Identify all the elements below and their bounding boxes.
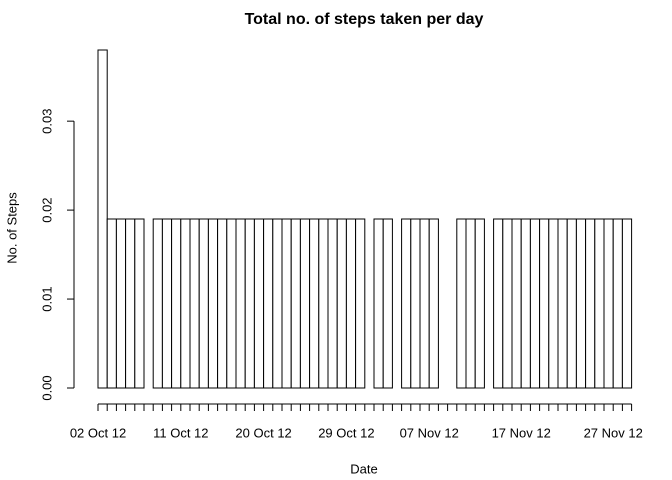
bar	[198, 218, 209, 389]
bar	[272, 218, 283, 389]
bar	[97, 49, 108, 389]
bar	[465, 218, 476, 389]
bar	[171, 218, 182, 389]
bar	[557, 218, 568, 389]
y-tick-label: 0.02	[39, 197, 54, 222]
bar	[281, 218, 292, 389]
bar	[299, 218, 311, 389]
y-tick-label: 0.03	[39, 109, 54, 134]
x-tick-label: 17 Nov 12	[492, 425, 551, 440]
bar	[566, 218, 577, 389]
bar	[401, 218, 412, 389]
bar	[290, 218, 301, 389]
bar	[152, 218, 163, 389]
bar	[428, 218, 439, 389]
bar	[502, 218, 513, 389]
y-axis-label: No. of Steps	[4, 192, 19, 264]
x-tick-label: 27 Nov 12	[584, 425, 643, 440]
bar	[226, 218, 237, 389]
bar	[180, 218, 191, 389]
bar	[345, 218, 357, 389]
bar	[125, 218, 136, 389]
x-tick-label: 07 Nov 12	[400, 425, 459, 440]
bar	[235, 218, 246, 389]
chart-title: Total no. of steps taken per day	[245, 11, 484, 28]
bar	[189, 218, 200, 389]
bar	[327, 218, 338, 389]
bar	[529, 218, 541, 389]
bar	[207, 218, 219, 389]
bar	[511, 218, 522, 389]
bar	[603, 218, 614, 389]
bar	[106, 218, 117, 389]
y-tick-label: 0.00	[39, 375, 54, 400]
bar	[410, 218, 421, 389]
bar	[456, 218, 467, 389]
x-tick-label: 11 Oct 12	[153, 425, 208, 440]
bar	[253, 218, 265, 389]
bar	[263, 218, 274, 389]
bar	[336, 218, 347, 389]
bar	[373, 218, 384, 389]
bar	[585, 218, 596, 389]
bar	[612, 218, 623, 389]
bar	[355, 218, 366, 389]
bar	[318, 218, 329, 389]
x-tick-label: 29 Oct 12	[318, 425, 374, 440]
bar	[594, 218, 605, 389]
bar	[575, 218, 587, 389]
bar	[161, 218, 173, 389]
bar	[419, 218, 430, 389]
bar	[134, 218, 145, 389]
bar	[520, 218, 531, 389]
bar	[382, 218, 393, 389]
bar	[309, 218, 320, 389]
bar	[244, 218, 255, 389]
bar	[493, 218, 504, 389]
bar	[474, 218, 485, 389]
bar	[115, 218, 127, 389]
bar	[539, 218, 550, 389]
bar	[217, 218, 228, 389]
bar	[621, 218, 633, 389]
x-tick-label: 02 Oct 12	[70, 425, 126, 440]
y-tick-label: 0.01	[39, 286, 54, 311]
x-tick-label: 20 Oct 12	[235, 425, 291, 440]
bar	[548, 218, 559, 389]
x-axis-label: Date	[350, 461, 377, 476]
